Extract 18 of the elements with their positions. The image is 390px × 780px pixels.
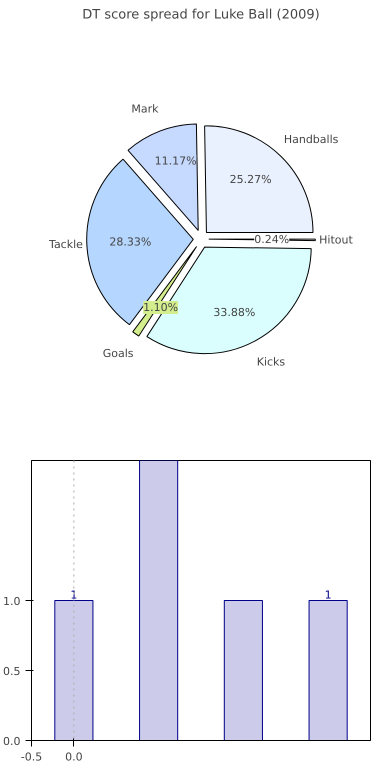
y-tick-label: 0.0 <box>3 735 21 748</box>
data-label: 25.27% <box>230 172 272 186</box>
slice-label: Mark <box>131 102 160 116</box>
slice-label: Kicks <box>256 355 286 368</box>
slice-label: Handballs <box>284 133 339 146</box>
slice-label: Tackle <box>48 238 84 251</box>
data-label: 28.33% <box>109 236 152 249</box>
data-label: 0.24% <box>254 233 290 246</box>
y-tick-label: 0.5 <box>3 665 21 678</box>
data-label: 11.17% <box>154 154 197 168</box>
x-tick-label: -0.5 <box>20 750 42 764</box>
data-label: 1 <box>324 588 332 602</box>
data-label: 1.10% <box>143 301 178 314</box>
slice-label: Hitout <box>319 234 354 247</box>
slice-label: Goals <box>102 346 134 360</box>
data-label: 33.88% <box>213 306 256 320</box>
chart-title: DT score spread for Luke Ball (2009) <box>82 8 320 22</box>
y-tick-label: 1.0 <box>3 595 21 608</box>
